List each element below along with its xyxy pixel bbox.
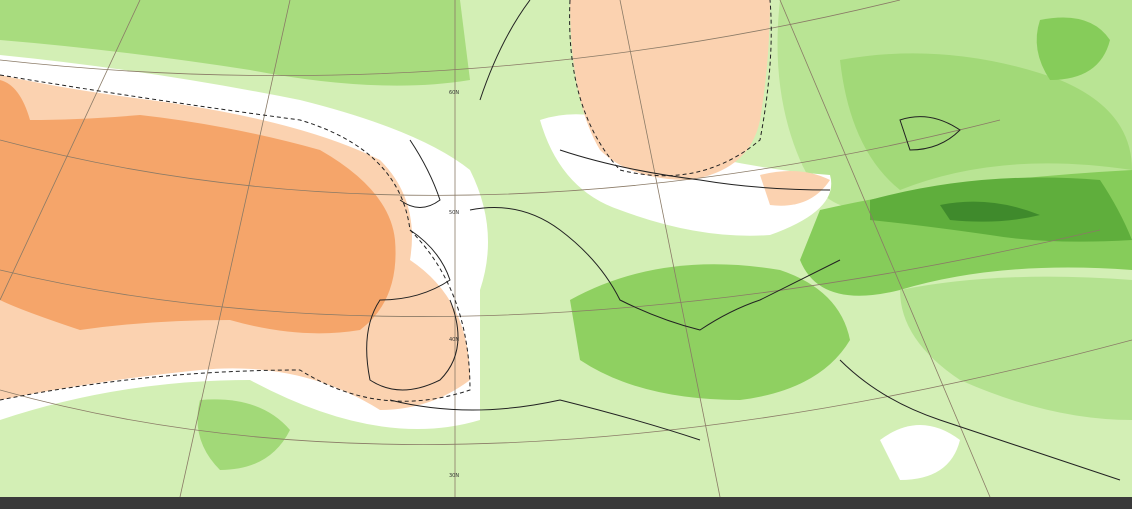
latitude-label: 30N xyxy=(449,473,459,479)
latitude-label: 40N xyxy=(449,337,459,343)
green-area xyxy=(0,0,470,86)
neutral-area xyxy=(880,425,960,480)
status-bar xyxy=(0,497,1132,509)
green-area xyxy=(940,201,1040,222)
latitude-label: 60N xyxy=(449,90,459,96)
green-area xyxy=(1036,17,1110,80)
graticule xyxy=(0,0,1132,498)
anomaly-area xyxy=(0,80,396,334)
green-area xyxy=(570,264,850,400)
anomaly-area xyxy=(570,0,770,180)
green-area xyxy=(197,399,290,470)
contour xyxy=(0,0,772,402)
green-area xyxy=(900,276,1132,420)
latitude-label: 50N xyxy=(449,210,459,216)
coastline xyxy=(366,0,1121,481)
green-area xyxy=(840,53,1132,191)
anomaly-area xyxy=(760,171,830,206)
